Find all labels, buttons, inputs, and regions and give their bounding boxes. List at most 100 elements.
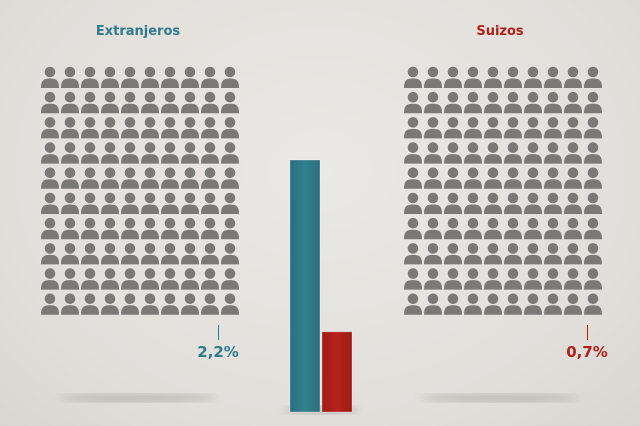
person-icon <box>584 243 602 265</box>
person-icon <box>181 142 199 164</box>
person-icon <box>201 192 219 214</box>
person-icon <box>61 142 79 164</box>
person-icon <box>181 192 199 214</box>
person-icon <box>121 167 139 189</box>
person-icon <box>544 91 562 114</box>
person-icon <box>181 293 199 315</box>
person-icon <box>141 91 159 114</box>
pictogram-suizos <box>404 66 602 315</box>
person-icon <box>81 167 99 189</box>
person-icon <box>141 192 159 214</box>
person-icon <box>524 117 542 139</box>
person-icon <box>161 117 179 139</box>
person-icon <box>181 167 199 189</box>
person-icon <box>464 66 482 88</box>
bar-suizos <box>321 331 353 413</box>
person-icon <box>564 91 582 114</box>
person-icon <box>221 91 239 114</box>
person-icon <box>504 268 522 290</box>
person-icon <box>424 117 442 139</box>
person-icon <box>564 66 582 88</box>
person-icon <box>524 142 542 164</box>
person-icon <box>161 66 179 88</box>
person-icon <box>201 66 219 88</box>
person-icon <box>404 91 422 114</box>
person-icon <box>161 217 179 240</box>
value-label-extranjeros: 2,2% <box>197 343 239 361</box>
person-icon <box>564 142 582 164</box>
person-icon <box>584 117 602 139</box>
person-icon <box>61 91 79 114</box>
person-icon <box>424 243 442 265</box>
person-icon <box>484 117 502 139</box>
person-icon <box>584 217 602 240</box>
person-icon <box>201 293 219 315</box>
person-icon <box>444 268 462 290</box>
floor-shadow <box>58 394 218 402</box>
person-icon <box>101 117 119 139</box>
person-icon <box>121 66 139 88</box>
person-icon <box>81 243 99 265</box>
person-icon <box>404 243 422 265</box>
person-icon <box>81 217 99 240</box>
person-icon <box>61 293 79 315</box>
person-icon <box>101 243 119 265</box>
person-icon <box>524 293 542 315</box>
person-icon <box>504 142 522 164</box>
person-icon <box>564 268 582 290</box>
person-icon <box>584 66 602 88</box>
person-icon <box>181 66 199 88</box>
person-icon <box>221 268 239 290</box>
person-icon <box>221 192 239 214</box>
title-suizos: Suizos <box>476 24 524 39</box>
person-icon <box>41 268 59 290</box>
value-label-suizos: 0,7% <box>566 343 608 361</box>
person-icon <box>61 167 79 189</box>
person-icon <box>524 217 542 240</box>
person-icon <box>444 142 462 164</box>
person-icon <box>81 192 99 214</box>
person-icon <box>484 217 502 240</box>
person-icon <box>484 142 502 164</box>
person-icon <box>484 243 502 265</box>
person-icon <box>484 293 502 315</box>
person-icon <box>464 142 482 164</box>
person-icon <box>41 91 59 114</box>
person-icon <box>404 268 422 290</box>
person-icon <box>484 268 502 290</box>
person-icon <box>121 243 139 265</box>
person-icon <box>544 243 562 265</box>
person-icon <box>141 117 159 139</box>
person-icon <box>121 192 139 214</box>
person-icon <box>61 217 79 240</box>
person-icon <box>484 66 502 88</box>
person-icon <box>41 117 59 139</box>
person-icon <box>61 117 79 139</box>
person-icon <box>121 117 139 139</box>
person-icon <box>161 192 179 214</box>
person-icon <box>161 91 179 114</box>
person-icon <box>504 91 522 114</box>
person-icon <box>161 167 179 189</box>
person-icon <box>564 192 582 214</box>
person-icon <box>404 192 422 214</box>
person-icon <box>544 167 562 189</box>
person-icon <box>464 217 482 240</box>
person-icon <box>81 268 99 290</box>
person-icon <box>121 217 139 240</box>
person-icon <box>404 167 422 189</box>
person-icon <box>484 192 502 214</box>
person-icon <box>181 217 199 240</box>
person-icon <box>584 142 602 164</box>
person-icon <box>121 293 139 315</box>
person-icon <box>584 91 602 114</box>
person-icon <box>121 268 139 290</box>
person-icon <box>504 192 522 214</box>
bar-extranjeros <box>289 159 321 413</box>
person-icon <box>81 293 99 315</box>
person-icon <box>201 142 219 164</box>
person-icon <box>424 293 442 315</box>
person-icon <box>504 293 522 315</box>
person-icon <box>101 167 119 189</box>
person-icon <box>221 243 239 265</box>
